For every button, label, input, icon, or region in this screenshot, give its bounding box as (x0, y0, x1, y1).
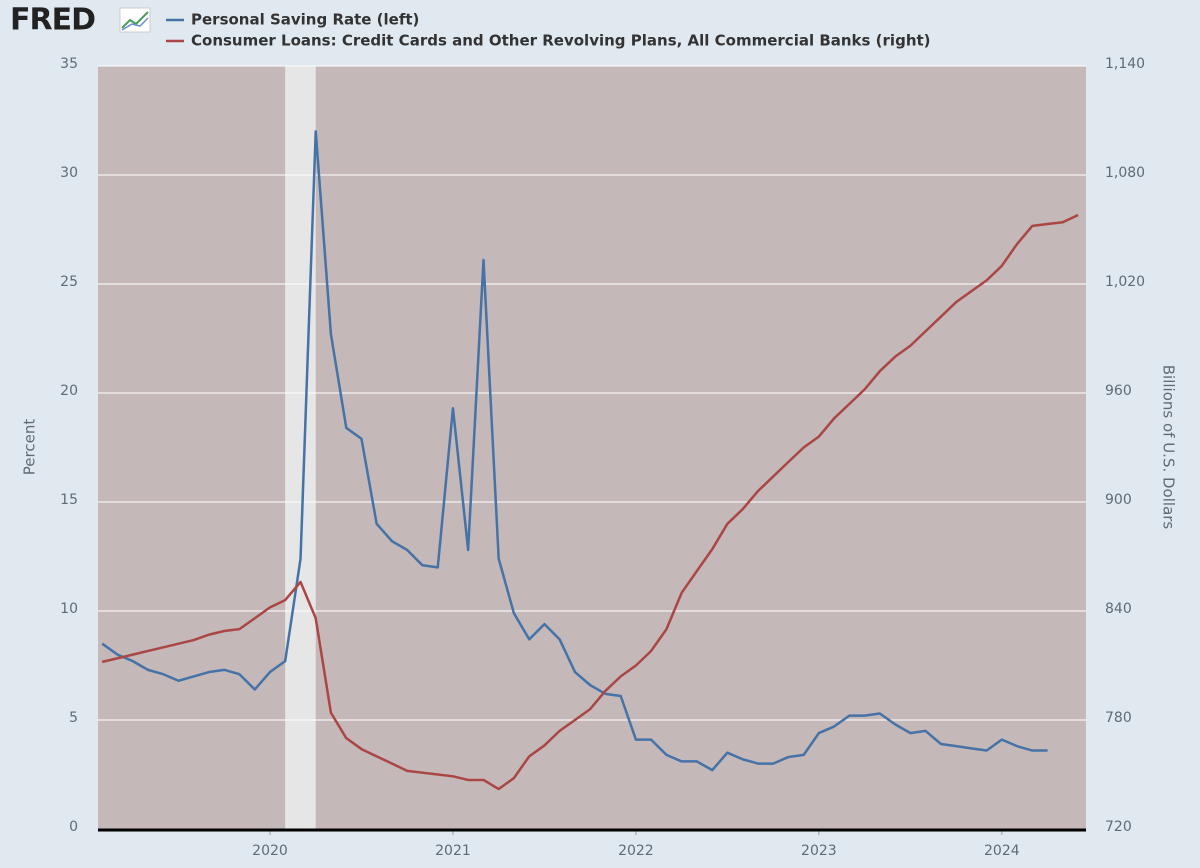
y-tick-label: 25 (60, 274, 78, 290)
y-tick-label: 10 (60, 601, 78, 617)
logo: FRED (10, 3, 95, 38)
y-tick-label: 30 (60, 165, 78, 181)
series-line (101, 130, 1048, 772)
y2-tick-label: 1,080 (1105, 165, 1145, 181)
x-tick-label: 2024 (984, 843, 1020, 859)
x-tick-label: 2020 (252, 843, 288, 859)
y-tick-label: 35 (60, 56, 78, 72)
y-tick-label: 15 (60, 492, 78, 508)
y-tick-label: 0 (69, 819, 78, 835)
y2-tick-label: 780 (1105, 710, 1132, 726)
y2-tick-label: 960 (1105, 383, 1132, 399)
legend-label: Personal Saving Rate (left) (191, 11, 419, 29)
recession-shade (285, 66, 316, 829)
legend-label: Consumer Loans: Credit Cards and Other R… (191, 32, 931, 50)
y-tick-label: 20 (60, 383, 78, 399)
x-tick-label: 2023 (801, 843, 837, 859)
y2-tick-label: 720 (1105, 819, 1132, 835)
y-tick-label: 5 (69, 710, 78, 726)
y2-tick-label: 900 (1105, 492, 1132, 508)
y2-axis-title: Billions of U.S. Dollars (1160, 365, 1178, 530)
y2-tick-label: 1,140 (1105, 56, 1145, 72)
series-line (101, 213, 1079, 791)
plot-background (98, 66, 1086, 829)
y-axis-title: Percent (21, 419, 39, 476)
x-tick-label: 2022 (618, 843, 654, 859)
y2-tick-label: 1,020 (1105, 274, 1145, 290)
y2-tick-label: 840 (1105, 601, 1132, 617)
x-tick-label: 2021 (435, 843, 471, 859)
logo-icon (119, 7, 151, 33)
